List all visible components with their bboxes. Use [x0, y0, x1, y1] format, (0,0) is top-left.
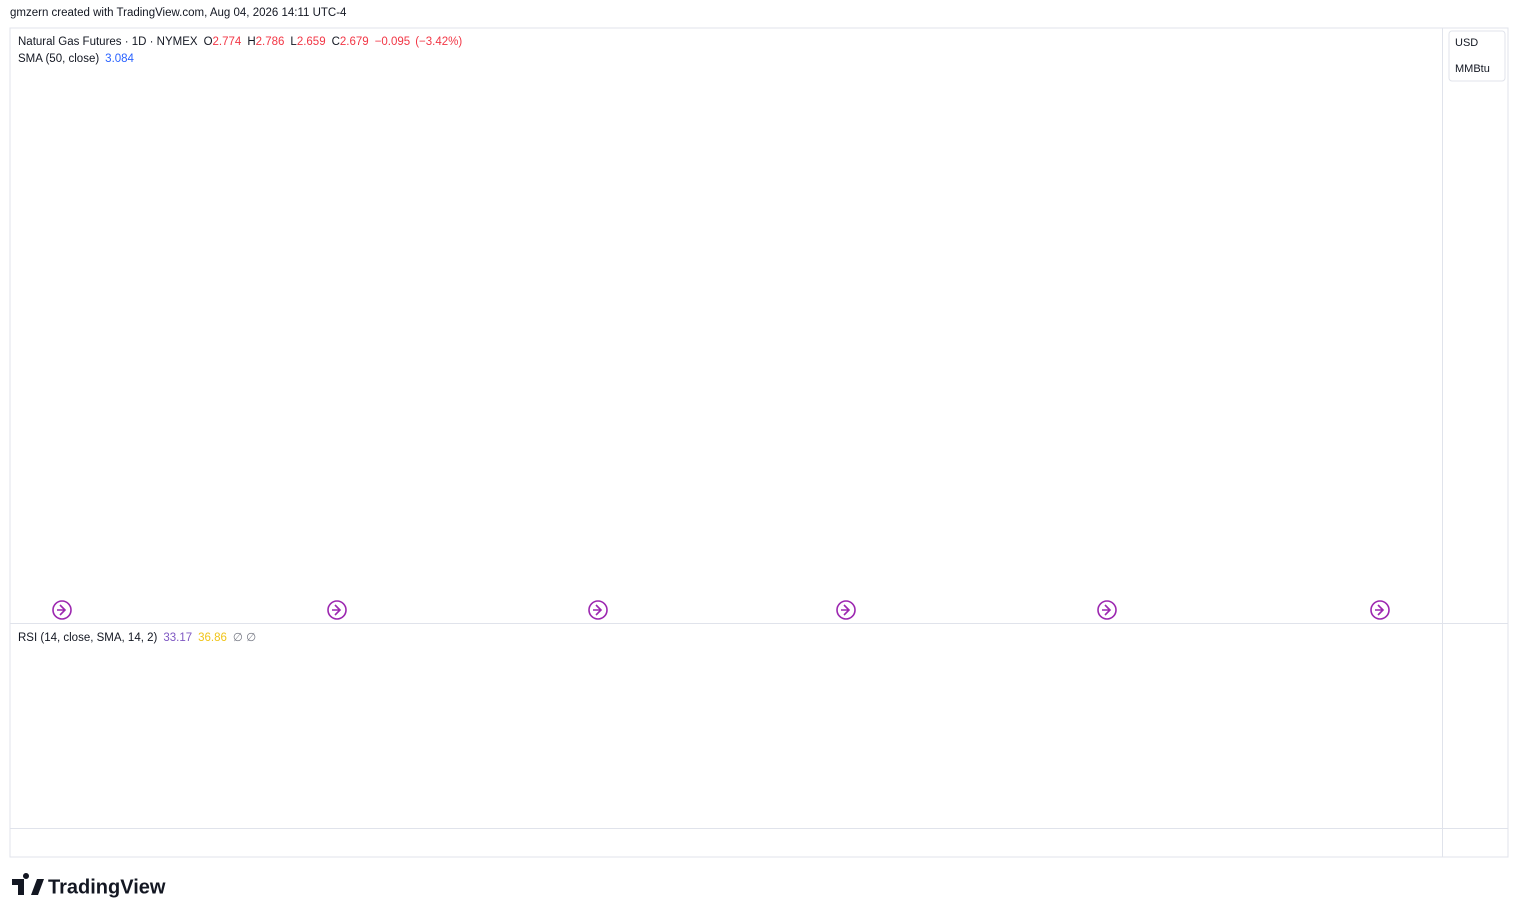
- legend-main: Natural Gas Futures · 1D · NYMEX O2.774 H2…: [18, 36, 462, 48]
- ohlc-label: C: [332, 36, 340, 48]
- logo: TradingView: [12, 873, 166, 898]
- legend-sma: SMA (50, close) 3.084: [18, 53, 135, 65]
- ohlc-value: 2.679: [340, 36, 369, 48]
- logo-mark: [12, 873, 44, 895]
- sma-value: 3.084: [105, 53, 134, 65]
- event-icon: [1097, 600, 1117, 620]
- legend-rsi: RSI (14, close, SMA, 14, 2) 33.17 36.86 ∅ ∅: [18, 632, 256, 644]
- credit: gmzern created with TradingView.com, Aug…: [10, 7, 347, 19]
- ohlc-label: O: [204, 36, 213, 48]
- event-icon: [327, 600, 347, 620]
- event-icon: [1370, 600, 1390, 620]
- rsi-value: 33.17: [163, 632, 192, 644]
- unit-box: [1448, 30, 1506, 82]
- sma-name: SMA (50, close): [18, 53, 99, 65]
- ohlc-value: 2.786: [256, 36, 285, 48]
- event-icon: [836, 600, 856, 620]
- event-icons: [52, 600, 1390, 620]
- event-icon: [588, 600, 608, 620]
- frame: [9, 27, 1509, 858]
- rsi-status: ∅ ∅: [233, 632, 256, 644]
- symbol-title: Natural Gas Futures · 1D · NYMEX: [18, 36, 198, 48]
- currency: USD: [1455, 37, 1478, 49]
- ohlc-label: L: [290, 36, 297, 48]
- ohlc-value: 2.774: [213, 36, 242, 48]
- change-percent: (−3.42%): [415, 36, 462, 48]
- rsi-sma-value: 36.86: [198, 632, 227, 644]
- ohlc-value: 2.659: [297, 36, 326, 48]
- rsi-title: RSI (14, close, SMA, 14, 2): [18, 632, 158, 644]
- unit: MMBtu: [1455, 63, 1490, 75]
- logo-text: TradingView: [48, 876, 166, 898]
- change: −0.095: [375, 36, 411, 48]
- event-icon: [52, 600, 72, 620]
- ohlc-label: H: [247, 36, 255, 48]
